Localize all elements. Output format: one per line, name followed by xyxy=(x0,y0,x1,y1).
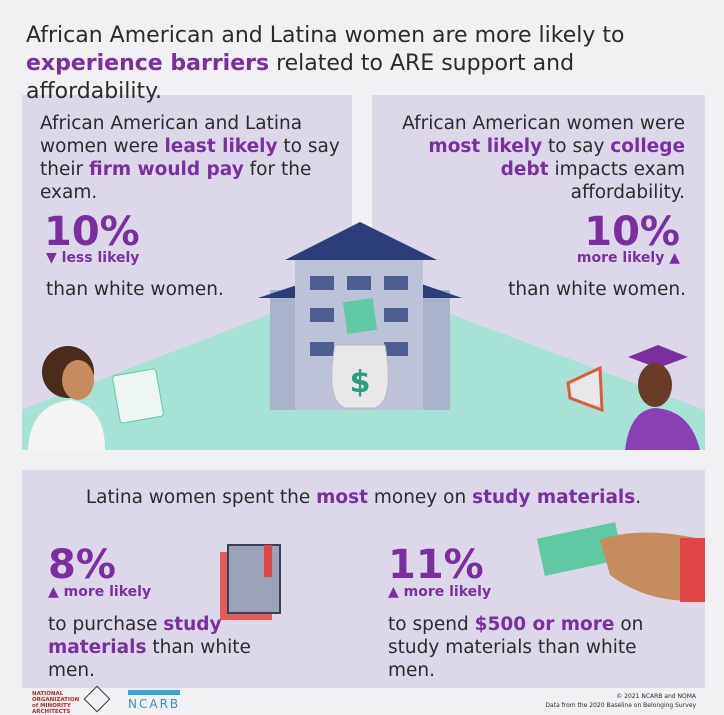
left-direction: ▼ less likely xyxy=(46,250,140,266)
left-statement: African American and Latina women were l… xyxy=(40,112,345,204)
headline: African American and Latina women are mo… xyxy=(26,22,716,106)
text-segment: to say xyxy=(542,136,611,157)
woman-left xyxy=(28,346,164,450)
highlight-text: $500 or more xyxy=(474,614,615,635)
text-segment: for the exam. xyxy=(40,159,312,203)
source: Data from the 2020 Baseline on Belonging… xyxy=(545,702,696,709)
left-comparison: than white women. xyxy=(46,279,224,300)
copyright: © 2021 NCARB and NOMA xyxy=(616,693,696,700)
right-direction: more likely ▲ xyxy=(576,250,680,266)
highlight-text: study materials xyxy=(48,614,222,658)
ncarb-logo: NCARB xyxy=(128,697,181,711)
text-segment: . xyxy=(635,487,642,508)
highlight-text: most likely xyxy=(428,136,543,157)
text-segment: on study materials than white men. xyxy=(388,614,644,681)
text-segment: African American and Latina women were xyxy=(40,113,303,157)
highlight-text: most xyxy=(316,487,368,508)
svg-text:$: $ xyxy=(350,365,371,400)
woman-right xyxy=(566,345,700,450)
bottom-left-body: to purchase study materials than white m… xyxy=(48,613,293,682)
right-comparison: than white women. xyxy=(508,279,686,300)
bottom-statement: Latina women spent the most money on stu… xyxy=(22,486,705,509)
text-segment: African American women were xyxy=(402,113,685,134)
building: $ xyxy=(258,222,462,410)
bottom-card xyxy=(22,470,705,688)
highlight-text: study materials xyxy=(472,487,636,508)
text-segment: money on xyxy=(367,487,473,508)
highlight-text: college debt xyxy=(500,136,685,180)
right-stat: 10% xyxy=(584,209,680,255)
right-statement: African American women were most likely … xyxy=(385,112,685,204)
text-segment: Latina women spent the xyxy=(85,487,317,508)
text-segment: to purchase xyxy=(48,614,164,635)
text-segment: African American and Latina women are mo… xyxy=(26,23,625,48)
text-segment: impacts exam affordability. xyxy=(548,159,685,203)
bottom-left-direction: ▲ more likely xyxy=(48,584,152,600)
text-segment: related to ARE support and affordability… xyxy=(26,51,575,104)
bottom-right-body: to spend $500 or more on study materials… xyxy=(388,613,688,682)
highlight-text: least likely xyxy=(164,136,278,157)
bottom-left-stat: 8% xyxy=(48,542,116,588)
text-segment: than white men. xyxy=(48,637,251,681)
highlight-text: firm would pay xyxy=(89,159,244,180)
money-hand xyxy=(536,522,705,602)
left-stat: 10% xyxy=(44,209,140,255)
text-segment: to say their xyxy=(40,136,340,180)
text-segment: to spend xyxy=(388,614,475,635)
book xyxy=(220,544,281,620)
logos xyxy=(83,685,180,713)
bottom-right-direction: ▲ more likely xyxy=(388,584,492,600)
bottom-right-stat: 11% xyxy=(388,542,484,588)
highlight-text: experience barriers xyxy=(26,51,270,76)
noma-logo: NATIONAL ORGANIZATION of MINORITY ARCHIT… xyxy=(32,691,80,715)
